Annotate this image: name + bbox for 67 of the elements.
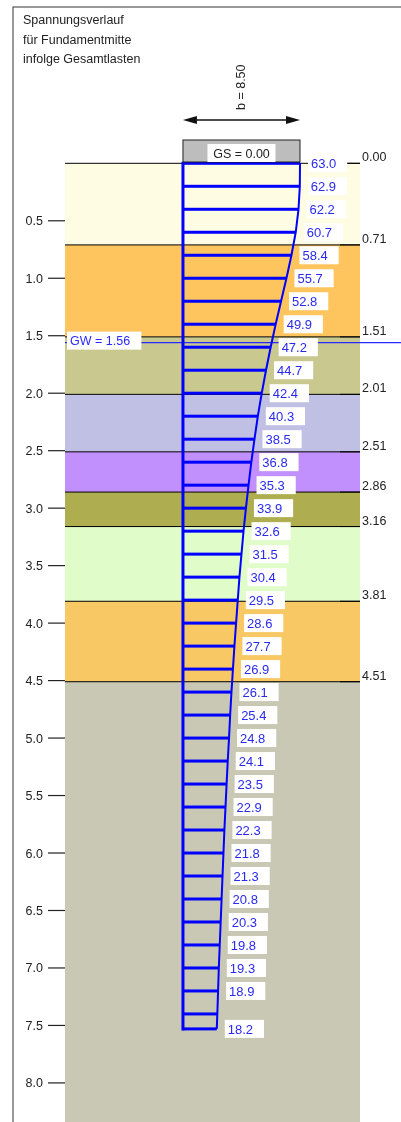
data-label: 18.9: [229, 983, 255, 999]
data-label: 32.6: [254, 524, 280, 540]
text: b = 8.50: [234, 64, 249, 110]
y-tick-label: 1.5: [25, 329, 44, 344]
chart-title: Spannungsverlauf für Fundamentmitte infolge Gesamtlasten: [23, 13, 141, 66]
data-label: 36.8: [262, 455, 288, 471]
data-label: 62.9: [310, 179, 337, 195]
data-label: 60.7: [306, 225, 333, 241]
data-label: 62.2: [309, 202, 335, 218]
data-label: 26.1: [242, 685, 268, 701]
data-label: 47.2: [281, 340, 307, 356]
data-label: 58.4: [302, 248, 328, 264]
y-tick-label: 5.5: [25, 789, 44, 804]
y-tick-label: 5.0: [25, 731, 44, 746]
y-tick-label: 4.0: [25, 616, 44, 631]
ref-line-label: 4.51: [362, 668, 387, 683]
data-label: 29.5: [248, 593, 275, 609]
data-label: 30.4: [250, 570, 276, 586]
data-label: 26.9: [243, 662, 270, 678]
data-label: 18.2: [227, 1021, 254, 1037]
data-label: 19.3: [229, 960, 256, 976]
data-label: 44.7: [277, 363, 303, 379]
y-tick-label: 3.0: [25, 501, 44, 516]
data-label: 63.0: [311, 156, 337, 172]
ref-line-label: GW = 1.56: [70, 333, 131, 348]
ref-line-label: 0.00: [362, 150, 387, 165]
data-label: 20.3: [231, 914, 257, 930]
y-tick-label: 7.5: [25, 1018, 44, 1033]
data-label: 33.9: [256, 501, 283, 517]
y-tick-label: 6.0: [25, 846, 44, 861]
y-tick-label: 3.5: [25, 559, 44, 574]
data-label: 40.3: [268, 409, 295, 425]
y-tick-label: 8.0: [25, 1076, 44, 1091]
y-tick-label: 4.5: [25, 674, 44, 689]
y-tick-label: 2.0: [25, 386, 44, 401]
data-label: 28.6: [247, 616, 273, 632]
y-tick-label: 6.5: [25, 903, 44, 918]
data-label: 22.9: [236, 800, 262, 816]
data-label: 31.5: [252, 547, 278, 563]
data-label: 35.3: [259, 478, 285, 494]
data-label: 24.8: [240, 731, 266, 747]
data-label: 52.8: [292, 294, 318, 310]
y-tick-label: 1.0: [25, 271, 44, 286]
y-tick-label: 2.5: [25, 444, 44, 459]
data-label: 42.4: [272, 386, 299, 402]
y-tick-label: 0.5: [25, 214, 44, 229]
ref-line-label: 3.16: [362, 513, 387, 528]
data-label: 20.8: [232, 891, 258, 907]
data-label: 49.9: [286, 317, 312, 333]
data-label: 25.4: [241, 708, 267, 724]
ref-line-label: 2.51: [362, 438, 387, 453]
data-label: 23.5: [237, 777, 263, 793]
ref-line-label: 0.71: [362, 231, 387, 246]
data-label: 21.8: [234, 846, 260, 862]
ref-line-label: 2.01: [362, 381, 387, 396]
data-label: 38.5: [265, 432, 291, 448]
data-label: 19.8: [230, 937, 257, 953]
text: GS = 0.00: [213, 147, 270, 161]
ref-line-label: 3.81: [362, 588, 387, 603]
ref-line-label: 1.51: [362, 323, 387, 338]
y-tick-label: 7.0: [25, 961, 44, 976]
data-label: 24.1: [238, 754, 265, 770]
data-label: 27.7: [245, 639, 271, 655]
ref-line-label: 2.86: [362, 479, 387, 494]
data-label: 22.3: [235, 823, 261, 839]
data-label: 55.7: [297, 271, 323, 287]
data-label: 21.3: [233, 869, 259, 884]
